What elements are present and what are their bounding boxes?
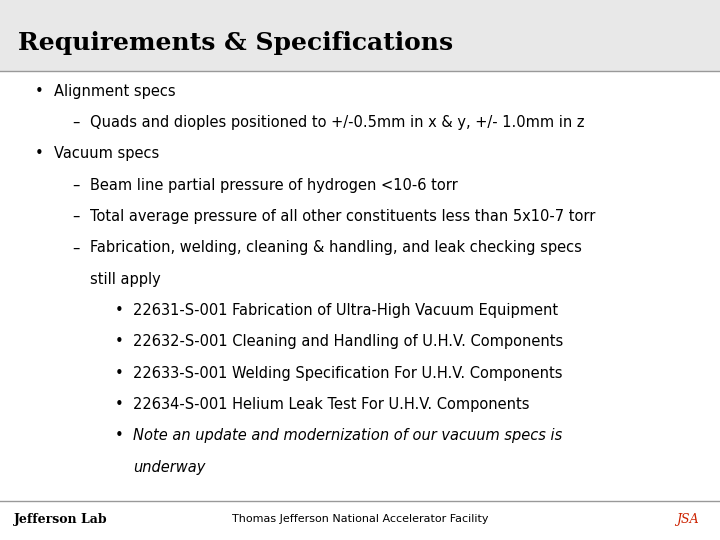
Text: 22633-S-001 Welding Specification For U.H.V. Components: 22633-S-001 Welding Specification For U.… <box>133 366 563 381</box>
Text: still apply: still apply <box>90 272 161 287</box>
Text: –: – <box>72 178 79 193</box>
Text: •: • <box>114 303 123 318</box>
Text: •: • <box>114 334 123 349</box>
Text: Beam line partial pressure of hydrogen <10-6 torr: Beam line partial pressure of hydrogen <… <box>90 178 458 193</box>
Text: 22631-S-001 Fabrication of Ultra-High Vacuum Equipment: 22631-S-001 Fabrication of Ultra-High Va… <box>133 303 558 318</box>
Text: Quads and dioples positioned to +/-0.5mm in x & y, +/- 1.0mm in z: Quads and dioples positioned to +/-0.5mm… <box>90 115 585 130</box>
Text: Note an update and modernization of our vacuum specs is: Note an update and modernization of our … <box>133 428 562 443</box>
Text: •: • <box>114 397 123 412</box>
Text: •: • <box>114 366 123 381</box>
Text: Vacuum specs: Vacuum specs <box>54 146 159 161</box>
Text: underway: underway <box>133 460 206 475</box>
FancyBboxPatch shape <box>0 0 720 71</box>
Text: –: – <box>72 115 79 130</box>
Text: Alignment specs: Alignment specs <box>54 84 176 99</box>
Text: Jefferson Lab: Jefferson Lab <box>14 513 108 526</box>
Text: •: • <box>35 84 44 99</box>
Text: JSA: JSA <box>676 513 698 526</box>
Text: Fabrication, welding, cleaning & handling, and leak checking specs: Fabrication, welding, cleaning & handlin… <box>90 240 582 255</box>
Text: –: – <box>72 240 79 255</box>
Text: Requirements & Specifications: Requirements & Specifications <box>18 31 453 55</box>
Text: 22634-S-001 Helium Leak Test For U.H.V. Components: 22634-S-001 Helium Leak Test For U.H.V. … <box>133 397 530 412</box>
Text: •: • <box>35 146 44 161</box>
Text: Thomas Jefferson National Accelerator Facility: Thomas Jefferson National Accelerator Fa… <box>232 515 488 524</box>
Text: Total average pressure of all other constituents less than 5x10-7 torr: Total average pressure of all other cons… <box>90 209 595 224</box>
Text: •: • <box>114 428 123 443</box>
Text: 22632-S-001 Cleaning and Handling of U.H.V. Components: 22632-S-001 Cleaning and Handling of U.H… <box>133 334 564 349</box>
Text: –: – <box>72 209 79 224</box>
